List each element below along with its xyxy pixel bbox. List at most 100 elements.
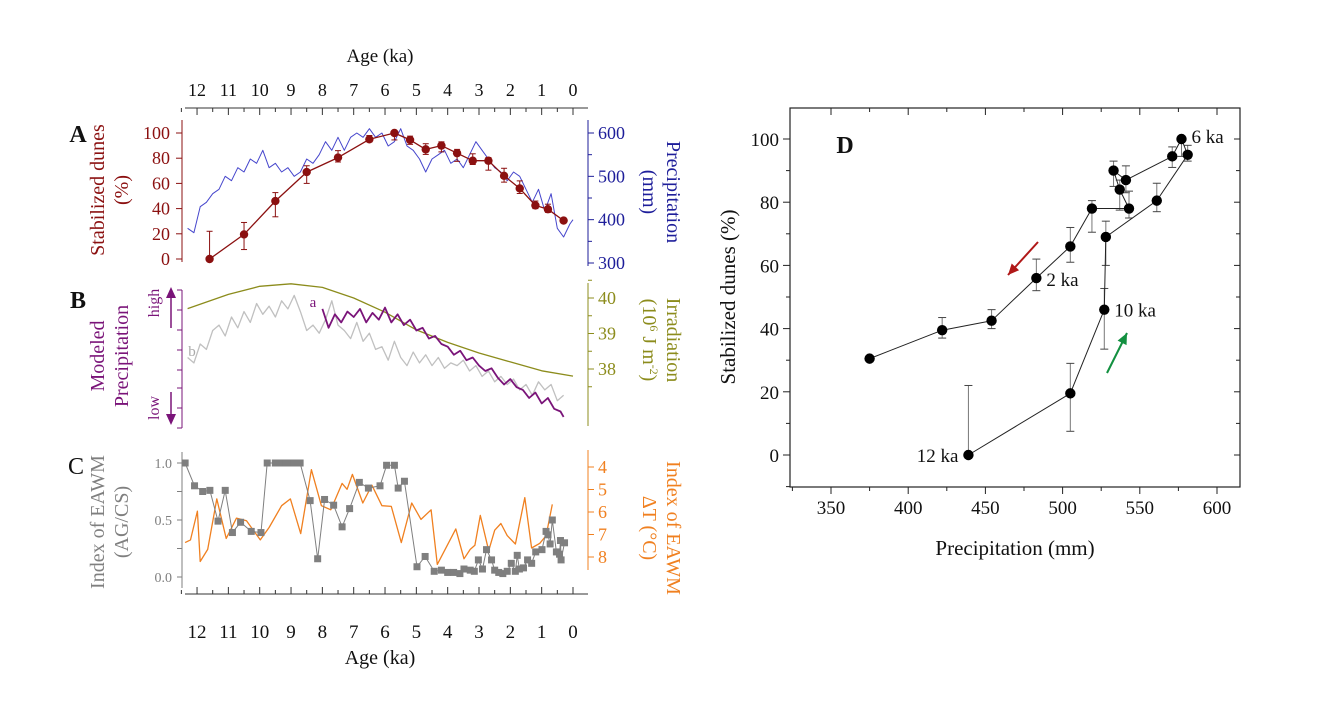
b-modeled-precip-b-line (187, 294, 565, 402)
d-y-tick-label: 80 (760, 193, 779, 214)
d-x-axis-title: Precipitation (mm) (935, 536, 1094, 560)
d-connecting-line (869, 138, 1189, 456)
c-agcs-point (290, 459, 298, 467)
c-agcs-point (474, 556, 482, 564)
a-dunes-point (365, 135, 374, 144)
c-left-axis-unit: (AG/CS) (111, 486, 133, 558)
c-agcs-point (228, 529, 236, 537)
c-right-tick-label: 8 (598, 547, 607, 567)
a-left-tick-label: 60 (152, 173, 170, 193)
d-scatter-point (986, 315, 997, 326)
c-agcs-point (519, 564, 527, 572)
c-agcs-point (306, 497, 314, 505)
a-dunes-point (421, 145, 430, 154)
b-high-label: high (146, 289, 163, 317)
c-agcs-point (282, 459, 290, 467)
c-agcs-point (314, 555, 322, 563)
a-left-tick-label: 0 (161, 249, 170, 269)
c-right-tick-label: 4 (598, 457, 607, 477)
c-agcs-point (511, 567, 519, 575)
c-right-tick-label: 6 (598, 502, 607, 522)
a-dunes-point (271, 196, 280, 206)
top-age-tick-label: 5 (412, 80, 421, 100)
a-dunes-line (209, 132, 564, 260)
b-right-tick-label: 39 (598, 324, 616, 344)
a-dunes-point (239, 230, 249, 239)
d-scatter-point (1100, 231, 1112, 243)
d-x-tick-label: 500 (1048, 498, 1077, 519)
bottom-age-tick-label: 0 (568, 622, 578, 643)
c-agcs-point (263, 459, 271, 467)
c-agcs-point (321, 495, 329, 503)
unit-part: -2 (647, 365, 661, 375)
c-agcs-point (278, 459, 286, 467)
c-agcs-point (430, 567, 438, 575)
c-agcs-point (237, 518, 245, 526)
d-scatter-point (963, 449, 974, 461)
c-agcs-point (561, 539, 569, 547)
c-agcs-point (394, 484, 402, 492)
c-right-tick-label: 5 (598, 480, 607, 500)
d-age-annotation: 12 ka (917, 446, 959, 467)
a-dunes-point (484, 156, 493, 165)
c-agcs-point (450, 568, 458, 576)
b-right-tick-label: 40 (598, 288, 616, 308)
d-scatter-point (1176, 133, 1187, 145)
bottom-age-tick-label: 8 (318, 622, 328, 643)
c-agcs-point (181, 459, 189, 467)
d-scatter-point (864, 353, 875, 364)
a-dunes-point (515, 184, 524, 193)
bottom-age-tick-label: 6 (380, 622, 390, 643)
c-agcs-point (483, 546, 491, 554)
a-dunes-point (543, 205, 553, 214)
c-agcs-point (546, 540, 554, 548)
top-age-tick-label: 6 (381, 80, 390, 100)
c-agcs-point (544, 531, 552, 539)
top-age-tick-label: 0 (569, 80, 578, 100)
c-right-axis-title: Index of EAWM (662, 461, 684, 595)
panel-label-a: A (69, 122, 87, 148)
c-left-axis-title: Index of EAWM (87, 455, 109, 589)
bottom-age-tick-label: 10 (250, 622, 269, 643)
c-agcs-point (503, 567, 511, 575)
c-agcs-point (206, 486, 214, 494)
b-high-arrow-icon (166, 287, 176, 298)
bottom-age-tick-label: 5 (412, 622, 422, 643)
d-scatter-point (1099, 304, 1110, 315)
a-dunes-point (437, 141, 446, 150)
c-agcs-point (478, 565, 486, 573)
bottom-age-tick-label: 7 (349, 622, 359, 643)
a-precipitation-line (187, 128, 574, 238)
top-age-axis-title: Age (ka) (347, 46, 414, 67)
a-right-tick-label: 400 (598, 210, 625, 230)
c-agcs-point (532, 548, 540, 556)
c-agcs-point (400, 477, 408, 485)
top-age-tick-label: 9 (287, 80, 296, 100)
c-agcs-point (296, 459, 304, 467)
c-agcs-point (338, 523, 346, 531)
top-age-tick-label: 7 (349, 80, 358, 100)
c-agcs-point (548, 516, 556, 524)
c-agcs-point (199, 488, 207, 495)
c-agcs-point (495, 568, 503, 576)
a-left-tick-label: 20 (152, 224, 170, 244)
c-agcs-point (507, 559, 515, 567)
top-age-tick-label: 12 (188, 80, 206, 100)
d-rise-arrow-icon (1117, 333, 1127, 346)
b-left-axis-title: Modeled (87, 320, 109, 391)
a-dunes-point (559, 216, 568, 225)
top-age-tick-label: 8 (318, 80, 327, 100)
a-left-tick-label: 80 (152, 148, 170, 168)
b-left-axis-title-2: Precipitation (111, 305, 133, 407)
d-y-tick-label: 40 (760, 320, 779, 341)
c-agcs-point (271, 459, 279, 467)
b-right-axis-unit: (106 J m-2) (638, 299, 661, 382)
b-right-tick-label: 38 (598, 359, 616, 379)
c-agcs-point (257, 529, 265, 537)
bottom-age-tick-label: 12 (188, 622, 207, 643)
bottom-age-tick-label: 9 (286, 622, 296, 643)
b-series-a-label: a (310, 295, 317, 311)
c-left-tick-label: 0.5 (155, 514, 173, 529)
d-y-tick-label: 100 (751, 130, 780, 151)
c-left-tick-label: 1.0 (155, 457, 173, 472)
